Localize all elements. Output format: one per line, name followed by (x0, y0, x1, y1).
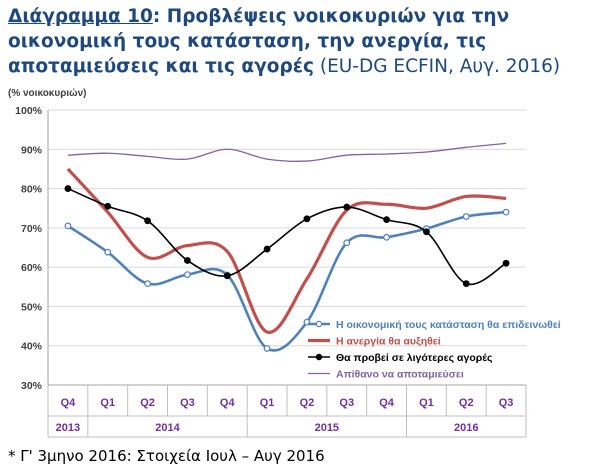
data-point-series-3 (303, 215, 311, 223)
data-point-series-3 (502, 259, 510, 267)
line-chart: (% νοικοκυριών) 30% 40% 50% 60% 70% 80% 90% 100… (8, 88, 561, 438)
y-axis-label: (% νοικοκυριών) (8, 88, 87, 99)
x-tick-label: Q2 (300, 397, 315, 409)
chart-title-source: (EU-DG ECFIN, Αυγ. 2016) (313, 56, 561, 77)
footnote: * Γ' 3μηνο 2016: Στοιχεία Ιουλ – Αυγ 201… (8, 447, 325, 465)
y-tick-label: 80% (21, 184, 43, 196)
series-line-2 (66, 167, 507, 334)
x-group-label: 2014 (155, 422, 180, 434)
legend-marker-1 (315, 320, 323, 328)
data-point-series-1 (383, 233, 390, 241)
data-point-series-1 (263, 345, 271, 352)
chart-title-text: : Προβλέψεις νοικοκυριών για την οικονομ… (8, 6, 510, 77)
x-axis-table: Q4 Q1 Q2 Q3 Q4 Q1 Q2 Q3 Q4 Q1 Q2 Q3 2013 2014 2015 2016 (47, 385, 527, 438)
data-point-series-1 (462, 213, 470, 220)
data-point-series-3 (423, 228, 430, 236)
plot-area (64, 142, 510, 352)
x-tick-label: Q4 (379, 397, 395, 409)
x-tick-label: Q4 (61, 397, 77, 409)
data-point-series-3 (462, 280, 470, 288)
x-tick-label: Q3 (499, 397, 514, 409)
x-tick-label: Q2 (140, 397, 155, 409)
data-point-series-3 (383, 216, 390, 224)
data-point-series-3 (64, 185, 72, 192)
data-point-series-1 (144, 280, 151, 288)
x-tick-label: Q1 (100, 397, 115, 409)
y-tick-label: 70% (21, 223, 43, 235)
data-point-series-3 (223, 272, 231, 280)
y-axis: 30% 40% 50% 60% 70% 80% 90% 100% (15, 105, 49, 392)
y-tick-label: 60% (21, 262, 43, 274)
data-point-series-3 (184, 257, 191, 264)
data-point-series-1 (64, 222, 72, 230)
x-group-label: 2016 (454, 422, 478, 434)
chart-title: Διάγραμμα 10: Προβλέψεις νοικοκυριών για… (8, 4, 583, 79)
chart-title-label: Διάγραμμα 10 (8, 6, 153, 27)
legend: Η οικονομική τους κατάσταση θα επιδεινωθ… (308, 319, 561, 381)
data-point-series-1 (184, 271, 191, 279)
series-line-4 (67, 142, 507, 162)
data-point-series-1 (343, 239, 351, 247)
x-tick-label: Q2 (459, 397, 474, 409)
data-point-series-1 (104, 248, 112, 256)
x-tick-label: Q4 (220, 397, 236, 409)
y-tick-label: 30% (21, 380, 43, 392)
y-tick-label: 40% (21, 341, 43, 353)
x-tick-label: Q3 (180, 397, 195, 409)
legend-label-1: Η οικονομική τους κατάσταση θα επιδεινωθ… (336, 319, 561, 331)
x-group-label: 2013 (56, 422, 80, 434)
data-point-series-3 (263, 245, 271, 253)
y-tick-label: 50% (21, 301, 43, 313)
data-point-series-3 (343, 203, 351, 211)
legend-label-2: Η ανεργία θα αυξηθεί (336, 336, 441, 348)
x-tick-label: Q1 (260, 397, 275, 409)
x-group-label: 2015 (315, 422, 339, 434)
data-point-series-1 (502, 208, 510, 216)
legend-marker-3 (315, 353, 323, 361)
x-tick-label: Q3 (339, 397, 354, 409)
y-tick-label: 100% (15, 105, 43, 117)
data-point-series-3 (104, 202, 112, 210)
legend-label-4: Απίθανο να αποταμιεύσει (336, 369, 464, 381)
legend-label-3: Θα προβεί σε λιγότερες αγορές (336, 352, 493, 364)
x-tick-label: Q1 (419, 397, 434, 409)
y-tick-label: 90% (21, 144, 43, 156)
data-point-series-3 (144, 217, 151, 225)
